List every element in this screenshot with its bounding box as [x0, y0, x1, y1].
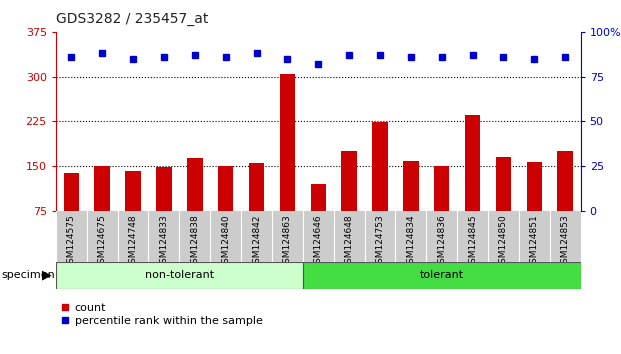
Bar [496, 157, 511, 211]
Text: GSM124675: GSM124675 [97, 215, 107, 269]
Text: GSM124833: GSM124833 [160, 215, 168, 269]
Text: GSM124851: GSM124851 [530, 215, 539, 269]
Bar [434, 166, 450, 211]
Bar [279, 74, 295, 211]
Bar [156, 167, 171, 211]
Bar [303, 262, 581, 289]
Bar [342, 151, 357, 211]
Text: GSM124842: GSM124842 [252, 215, 261, 269]
Text: tolerant: tolerant [420, 270, 464, 280]
Text: GSM124575: GSM124575 [67, 215, 76, 269]
Bar [218, 166, 233, 211]
Bar [310, 184, 326, 211]
Text: GSM124840: GSM124840 [221, 215, 230, 269]
Text: GSM124834: GSM124834 [406, 215, 415, 269]
Bar [372, 122, 388, 211]
Text: GSM124850: GSM124850 [499, 215, 508, 269]
Bar [63, 173, 79, 211]
Text: GSM124646: GSM124646 [314, 215, 323, 269]
Text: GDS3282 / 235457_at: GDS3282 / 235457_at [56, 12, 208, 27]
Bar [403, 161, 419, 211]
Text: GSM124753: GSM124753 [376, 215, 384, 269]
Bar [125, 171, 141, 211]
Text: GSM124836: GSM124836 [437, 215, 446, 269]
Text: specimen: specimen [1, 270, 55, 280]
Bar [94, 166, 110, 211]
Bar [465, 115, 480, 211]
Text: ▶: ▶ [42, 269, 52, 282]
Text: GSM124845: GSM124845 [468, 215, 477, 269]
Text: GSM124648: GSM124648 [345, 215, 353, 269]
Legend: count, percentile rank within the sample: count, percentile rank within the sample [61, 303, 263, 326]
Bar [187, 158, 202, 211]
Text: GSM124853: GSM124853 [561, 215, 569, 269]
Bar [56, 262, 303, 289]
Bar [558, 151, 573, 211]
Text: GSM124863: GSM124863 [283, 215, 292, 269]
Bar [527, 162, 542, 211]
Text: GSM124748: GSM124748 [129, 215, 138, 269]
Text: GSM124838: GSM124838 [190, 215, 199, 269]
Bar [249, 163, 265, 211]
Text: non-tolerant: non-tolerant [145, 270, 214, 280]
